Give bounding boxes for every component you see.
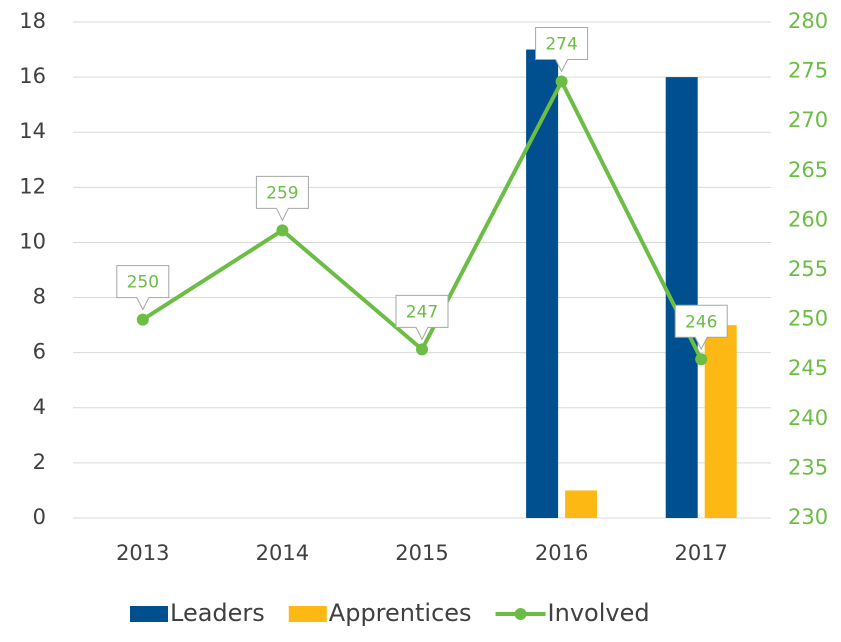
data-label-box bbox=[255, 175, 309, 222]
y2-tick-label: 250 bbox=[788, 307, 828, 331]
y-tick-label: 10 bbox=[19, 229, 46, 253]
legend-swatch bbox=[288, 606, 327, 622]
data-label: 250 bbox=[127, 273, 159, 293]
x-tick-label: 2017 bbox=[674, 541, 727, 565]
y2-tick-label: 230 bbox=[788, 505, 828, 529]
legend-item: Apprentices bbox=[288, 599, 472, 627]
bar bbox=[704, 325, 737, 518]
y-tick-label: 14 bbox=[19, 119, 46, 143]
bar bbox=[565, 490, 598, 518]
data-label-box bbox=[674, 304, 728, 351]
x-tick-label: 2016 bbox=[535, 541, 588, 565]
bar bbox=[526, 49, 559, 519]
data-label-box bbox=[535, 27, 589, 73]
line-point bbox=[695, 353, 708, 366]
legend-item: Leaders bbox=[130, 599, 265, 627]
y-tick-label: 6 bbox=[33, 340, 46, 364]
data-label: 246 bbox=[685, 312, 717, 332]
y2-tick-label: 275 bbox=[788, 59, 828, 83]
legend-item: Involved bbox=[495, 599, 650, 627]
y2-tick-label: 260 bbox=[788, 207, 828, 231]
y2-tick-label: 245 bbox=[788, 356, 828, 380]
data-label: 259 bbox=[266, 183, 298, 203]
data-label: 247 bbox=[406, 302, 438, 322]
legend-label: Leaders bbox=[170, 599, 265, 627]
y-tick-label: 18 bbox=[19, 9, 46, 33]
y2-tick-label: 280 bbox=[788, 9, 828, 33]
y-tick-label: 16 bbox=[19, 64, 46, 88]
y-tick-label: 2 bbox=[33, 450, 46, 474]
legend-swatch bbox=[130, 606, 168, 622]
y2-tick-label: 240 bbox=[788, 406, 828, 430]
data-label: 274 bbox=[545, 35, 577, 55]
y2-tick-label: 255 bbox=[788, 257, 828, 281]
x-tick-label: 2014 bbox=[256, 541, 309, 565]
line-point bbox=[136, 313, 149, 326]
x-tick-label: 2015 bbox=[395, 541, 448, 565]
y-tick-label: 4 bbox=[33, 395, 46, 419]
line-point bbox=[555, 75, 568, 88]
line-point bbox=[416, 343, 428, 356]
y2-tick-label: 235 bbox=[788, 455, 828, 479]
data-label-box bbox=[395, 294, 449, 341]
y-tick-label: 12 bbox=[19, 174, 46, 198]
legend-swatch bbox=[514, 608, 527, 620]
x-tick-label: 2013 bbox=[116, 541, 169, 565]
y2-tick-label: 270 bbox=[788, 108, 828, 132]
y2-tick-label: 265 bbox=[788, 158, 828, 182]
y-tick-label: 8 bbox=[33, 285, 46, 309]
y-tick-label: 0 bbox=[33, 505, 46, 529]
legend-label: Involved bbox=[548, 599, 650, 627]
line-point bbox=[276, 224, 289, 237]
legend-label: Apprentices bbox=[329, 599, 472, 627]
data-label-box bbox=[116, 265, 170, 311]
